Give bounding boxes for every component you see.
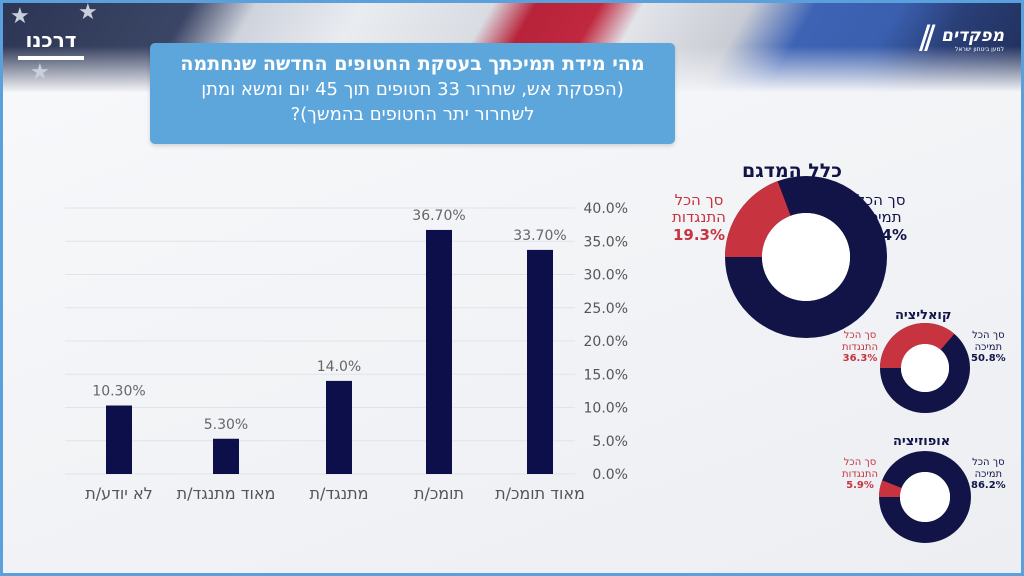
donut-title-opposition: אופוזיציה [893, 434, 951, 449]
y-tick-label: 0.0% [592, 467, 628, 483]
mefakdim-logo: מפקדים למען ביטחון ישראל ⫽ [920, 22, 1004, 56]
y-tick-label: 5.0% [592, 434, 628, 450]
bar [213, 438, 239, 474]
donut-oppose-segment [880, 322, 955, 368]
y-tick-label: 10.0% [584, 401, 628, 417]
title-line-2: (הפסקת אש, שחרור 33 חטופים תוך 45 יום ומ… [201, 79, 624, 100]
y-tick-label: 15.0% [584, 367, 628, 383]
bar-data-label: 33.70% [513, 228, 566, 244]
donut-title-coalition: קואליציה [895, 308, 952, 323]
bar-data-label: 5.30% [204, 417, 248, 433]
donut-hole [762, 213, 850, 301]
category-label: תומכ/ת [414, 484, 464, 503]
coalition-support-label: סך הכל תמיכה 50.8% [971, 330, 1006, 364]
bar-data-label: 10.30% [92, 384, 145, 400]
donut-title-all: כלל המדגם [742, 160, 843, 182]
category-label: מתנגד/ת [309, 484, 368, 503]
bar [527, 249, 553, 474]
opposition-oppose-label: סך הכל התנגדות 5.9% [842, 457, 878, 491]
opposition-support-label: סך הכל תמיכה 86.2% [971, 457, 1006, 491]
bar [106, 405, 132, 474]
donut-oppose-segment [879, 480, 902, 497]
y-tick-label: 35.0% [584, 234, 628, 250]
donut-hole [901, 344, 949, 392]
question-title: מהי מידת תמיכתך בעסקת החטופים החדשה שנחת… [150, 43, 675, 144]
coalition-oppose-label: סך הכל התנגדות 36.3% [842, 330, 878, 364]
y-tick-label: 20.0% [584, 334, 628, 350]
title-line-1: מהי מידת תמיכתך בעסקת החטופים החדשה שנחת… [180, 53, 645, 75]
darkenu-logo: דרכנו [18, 28, 84, 60]
darkenu-logo-text: דרכנו [25, 28, 77, 52]
background [0, 92, 1024, 576]
star-icon: ★ [78, 0, 98, 25]
bar-data-label: 36.70% [412, 208, 465, 224]
bar [426, 229, 452, 474]
mefakdim-name: מפקדים [941, 25, 1004, 46]
star-icon: ★ [10, 4, 30, 29]
category-label: לא יודע/ת [85, 484, 152, 503]
y-tick-label: 40.0% [584, 201, 628, 217]
category-label: מאוד תומכ/ת [495, 484, 585, 503]
mefakdim-subtitle: למען ביטחון ישראל [955, 45, 1004, 53]
title-line-3: לשחרור יתר החטופים בהמשך)? [290, 104, 535, 125]
all-support-label: סך הכל תמיכה 70.4% [855, 191, 908, 244]
all-oppose-label: סך הכל התנגדות 19.3% [672, 191, 726, 244]
donut-hole [900, 472, 950, 522]
slash-mark-icon: ⫽ [919, 19, 936, 59]
bar [326, 380, 352, 474]
donut-oppose-segment [725, 181, 791, 257]
category-label: מאוד מתנגד/ת [177, 484, 276, 503]
y-tick-label: 30.0% [584, 268, 628, 284]
bar-data-label: 14.0% [317, 359, 361, 375]
y-tick-label: 25.0% [584, 301, 628, 317]
star-icon: ★ [30, 60, 50, 85]
